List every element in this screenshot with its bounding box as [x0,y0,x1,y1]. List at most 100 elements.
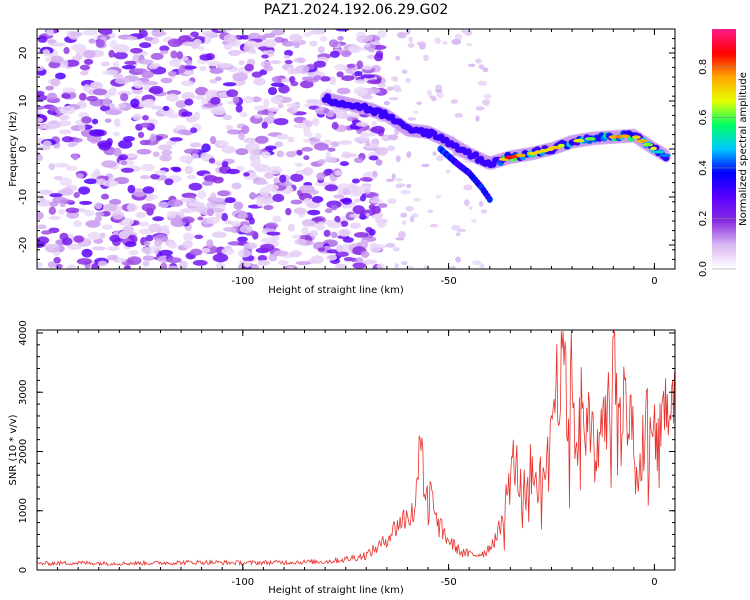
spectrogram-cell [305,99,321,104]
spectrogram-cell [347,45,362,54]
spectrogram-y-axis-label: Frequency (Hz) [8,111,19,187]
spectrogram-cell [167,199,184,207]
spectrogram-cell [263,116,277,124]
spectrogram-cell [337,35,344,41]
spectrogram-cell [57,209,66,215]
spectrogram-cell [421,163,430,168]
spectrogram-cell [111,211,125,220]
x-tick-label: -100 [231,577,254,588]
spectrogram-cell [64,59,80,67]
spectrogram-cell [277,260,289,266]
snr-x-axis-label: Height of straight line (km) [268,585,404,596]
spectrogram-cell [195,86,209,96]
spectrogram-cell [166,257,182,264]
spectrogram-cell [83,178,99,185]
spectrogram-cell [197,190,207,200]
spectrogram-cell [205,89,220,99]
spectrogram-cell [73,235,85,243]
spectrogram-cell [273,250,289,257]
spectrogram-cell [287,223,295,232]
spectrogram-cell [327,147,336,152]
spectrogram-cell [159,154,172,162]
spectrogram-cell [181,111,193,117]
spectrogram-cell [317,159,326,165]
spectrogram-cell [139,175,151,180]
snr-series-line [36,331,675,567]
spectrogram-cell [98,29,113,35]
colorbar-tick-label: 0.0 [698,261,709,277]
spectrogram-cell [181,216,195,224]
spectrogram-cell [267,112,275,118]
y-tick-label: -10 [18,189,29,205]
spectrogram-cell [154,239,163,247]
spectrogram-cell [149,133,157,142]
spectrogram-cell [354,71,363,77]
spectrogram-cell [263,98,270,107]
spectrogram-cell [144,98,156,107]
spectrogram-cell [337,187,344,196]
spectrogram-cell [294,238,307,245]
spectrogram-cell [395,155,401,163]
spectrogram-cell [138,29,148,38]
spectrogram-cell [85,219,101,228]
spectrogram-cell [323,229,331,238]
spectrogram-cell [221,145,236,154]
spectrogram-cell [113,118,121,128]
spectrogram-cell [351,178,360,184]
spectrogram-cell [239,34,251,40]
spectrogram-cell [48,215,62,221]
spectrogram-cell [333,194,345,199]
spectrogram-cell [339,229,350,237]
spectrogram-cell [367,54,376,60]
spectrogram-cell [313,142,329,151]
spectrogram-cell [100,193,110,200]
spectrogram-cell [232,96,240,104]
spectrogram-cell [360,250,370,258]
spectrogram-cell [263,39,277,48]
spectrogram-cell [140,246,157,255]
spectrogram-cell [67,244,82,250]
spectrogram-cell [61,93,71,99]
spectrogram-cell [54,72,66,80]
spectrogram-cell [118,154,128,161]
spectrogram-cell [226,168,240,175]
spectrogram-cell [207,60,222,67]
spectrogram-cell [55,263,63,269]
spectrogram-cell [92,88,108,96]
spectrogram-cell [130,98,140,108]
spectrogram-cell [259,187,270,197]
spectrogram-cell [371,120,377,127]
spectrogram-cell [88,38,96,44]
spectrogram-cell [608,135,618,139]
spectrogram-cell [208,157,216,164]
spectrogram-cell [301,219,316,227]
spectrogram-cell [183,70,195,76]
spectrogram-cell [480,209,488,214]
spectrogram-cell [412,110,420,115]
spectrogram-cell [38,189,54,195]
spectrogram-cell [209,78,218,84]
y-tick-label: 4000 [18,320,29,345]
chart-title: PAZ1.2024.192.06.29.G02 [263,2,449,18]
spectrogram-cell [83,58,94,65]
spectrogram-cell [133,79,144,89]
spectrogram-cell [66,264,77,269]
y-tick-label: 3000 [18,379,29,404]
spectrogram-cell [341,75,355,82]
spectrogram-cell [79,70,89,76]
spectrogram-cell [224,197,236,204]
spectrogram-cell [41,230,52,235]
spectrogram-cell [231,182,242,190]
spectrogram-cell [374,53,383,62]
spectrogram-cell [311,196,324,203]
spectrogram-cell [324,184,339,192]
spectrogram-cell [270,96,284,103]
spectrogram-cell [334,64,348,71]
spectrogram-cell [76,258,93,265]
spectrogram-cell [475,58,482,64]
spectrogram-cell [256,198,264,208]
spectrogram-cell [324,156,338,163]
x-tick-label: -100 [231,276,254,287]
spectrogram-cell [407,117,417,121]
spectrogram-cell [416,101,422,105]
